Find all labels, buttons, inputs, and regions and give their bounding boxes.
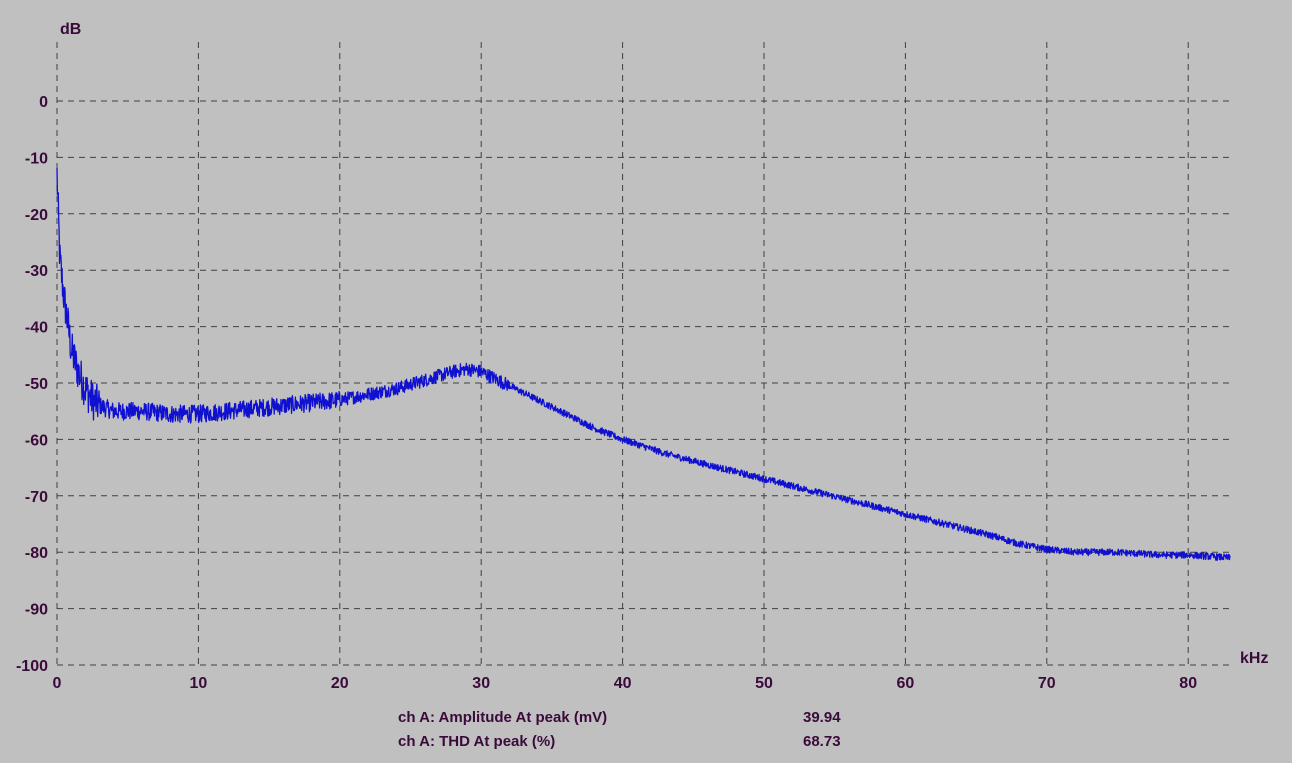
x-tick-label: 10 (190, 675, 208, 692)
y-tick-label: -20 (25, 207, 48, 224)
readout-thd-value: 68.73 (803, 733, 841, 750)
y-tick-label: -30 (25, 263, 48, 280)
x-axis-unit-label: kHz (1240, 650, 1268, 667)
tick-labels: 0 10 20 30 40 50 60 70 80 0 -10 -20 -30 -40 -50 -60 -70 -… (16, 94, 1197, 692)
y-tick-label: 0 (39, 94, 48, 111)
y-tick-label: -10 (25, 150, 48, 167)
x-tick-label: 20 (331, 675, 349, 692)
series-group (57, 168, 1230, 560)
x-tick-label: 70 (1038, 675, 1056, 692)
x-tick-label: 80 (1179, 675, 1197, 692)
y-tick-label: -40 (25, 320, 48, 337)
readout-amplitude-value: 39.94 (803, 709, 841, 726)
y-tick-label: -50 (25, 376, 48, 393)
grid (57, 42, 1232, 665)
y-tick-label: -70 (25, 489, 48, 506)
y-tick-label: -100 (16, 658, 48, 675)
spectrum-series-line (57, 168, 1230, 560)
y-tick-label: -90 (25, 602, 48, 619)
x-tick-label: 60 (897, 675, 915, 692)
y-tick-label: -80 (25, 545, 48, 562)
readout-thd-label: ch A: THD At peak (%) (398, 733, 555, 750)
x-tick-label: 30 (472, 675, 490, 692)
x-tick-label: 40 (614, 675, 632, 692)
x-tick-label: 50 (755, 675, 773, 692)
y-tick-label: -60 (25, 432, 48, 449)
y-axis-unit-label: dB (60, 21, 81, 38)
x-tick-label: 0 (53, 675, 62, 692)
readout-amplitude-label: ch A: Amplitude At peak (mV) (398, 709, 607, 726)
